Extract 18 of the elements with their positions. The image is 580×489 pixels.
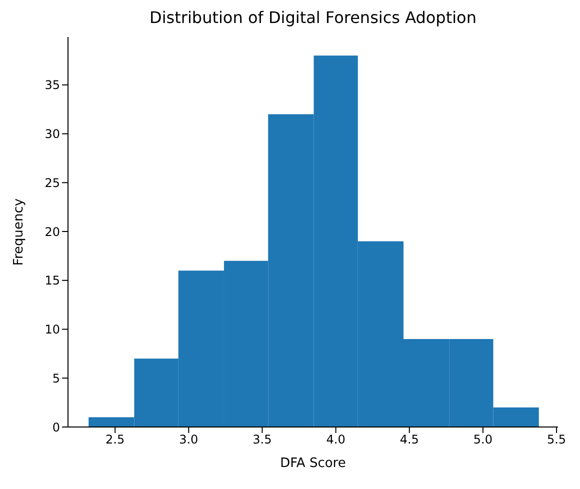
x-axis-title: DFA Score (280, 456, 346, 471)
x-tick-label: 4.0 (326, 432, 346, 447)
y-tick-label: 15 (44, 274, 60, 288)
y-tick-label: 25 (44, 176, 60, 190)
x-tick-label: 5.5 (546, 432, 566, 447)
y-axis-title: Frequency (12, 198, 27, 266)
y-tick-label: 5 (52, 371, 60, 386)
y-tick-label: 35 (44, 78, 60, 92)
x-tick-label: 3.5 (252, 432, 272, 447)
y-tick-label: 30 (44, 127, 60, 142)
y-tick-label: 20 (44, 224, 60, 239)
x-tick-label: 4.5 (400, 432, 419, 447)
y-tick-label: 0 (52, 420, 60, 434)
y-tick-label: 10 (44, 322, 60, 337)
x-tick-label: 5.0 (473, 432, 492, 447)
chart-title: Distribution of Digital Forensics Adoption (148, 8, 478, 27)
x-tick-label: 3.0 (179, 432, 198, 447)
x-tick-label: 2.5 (106, 432, 125, 447)
